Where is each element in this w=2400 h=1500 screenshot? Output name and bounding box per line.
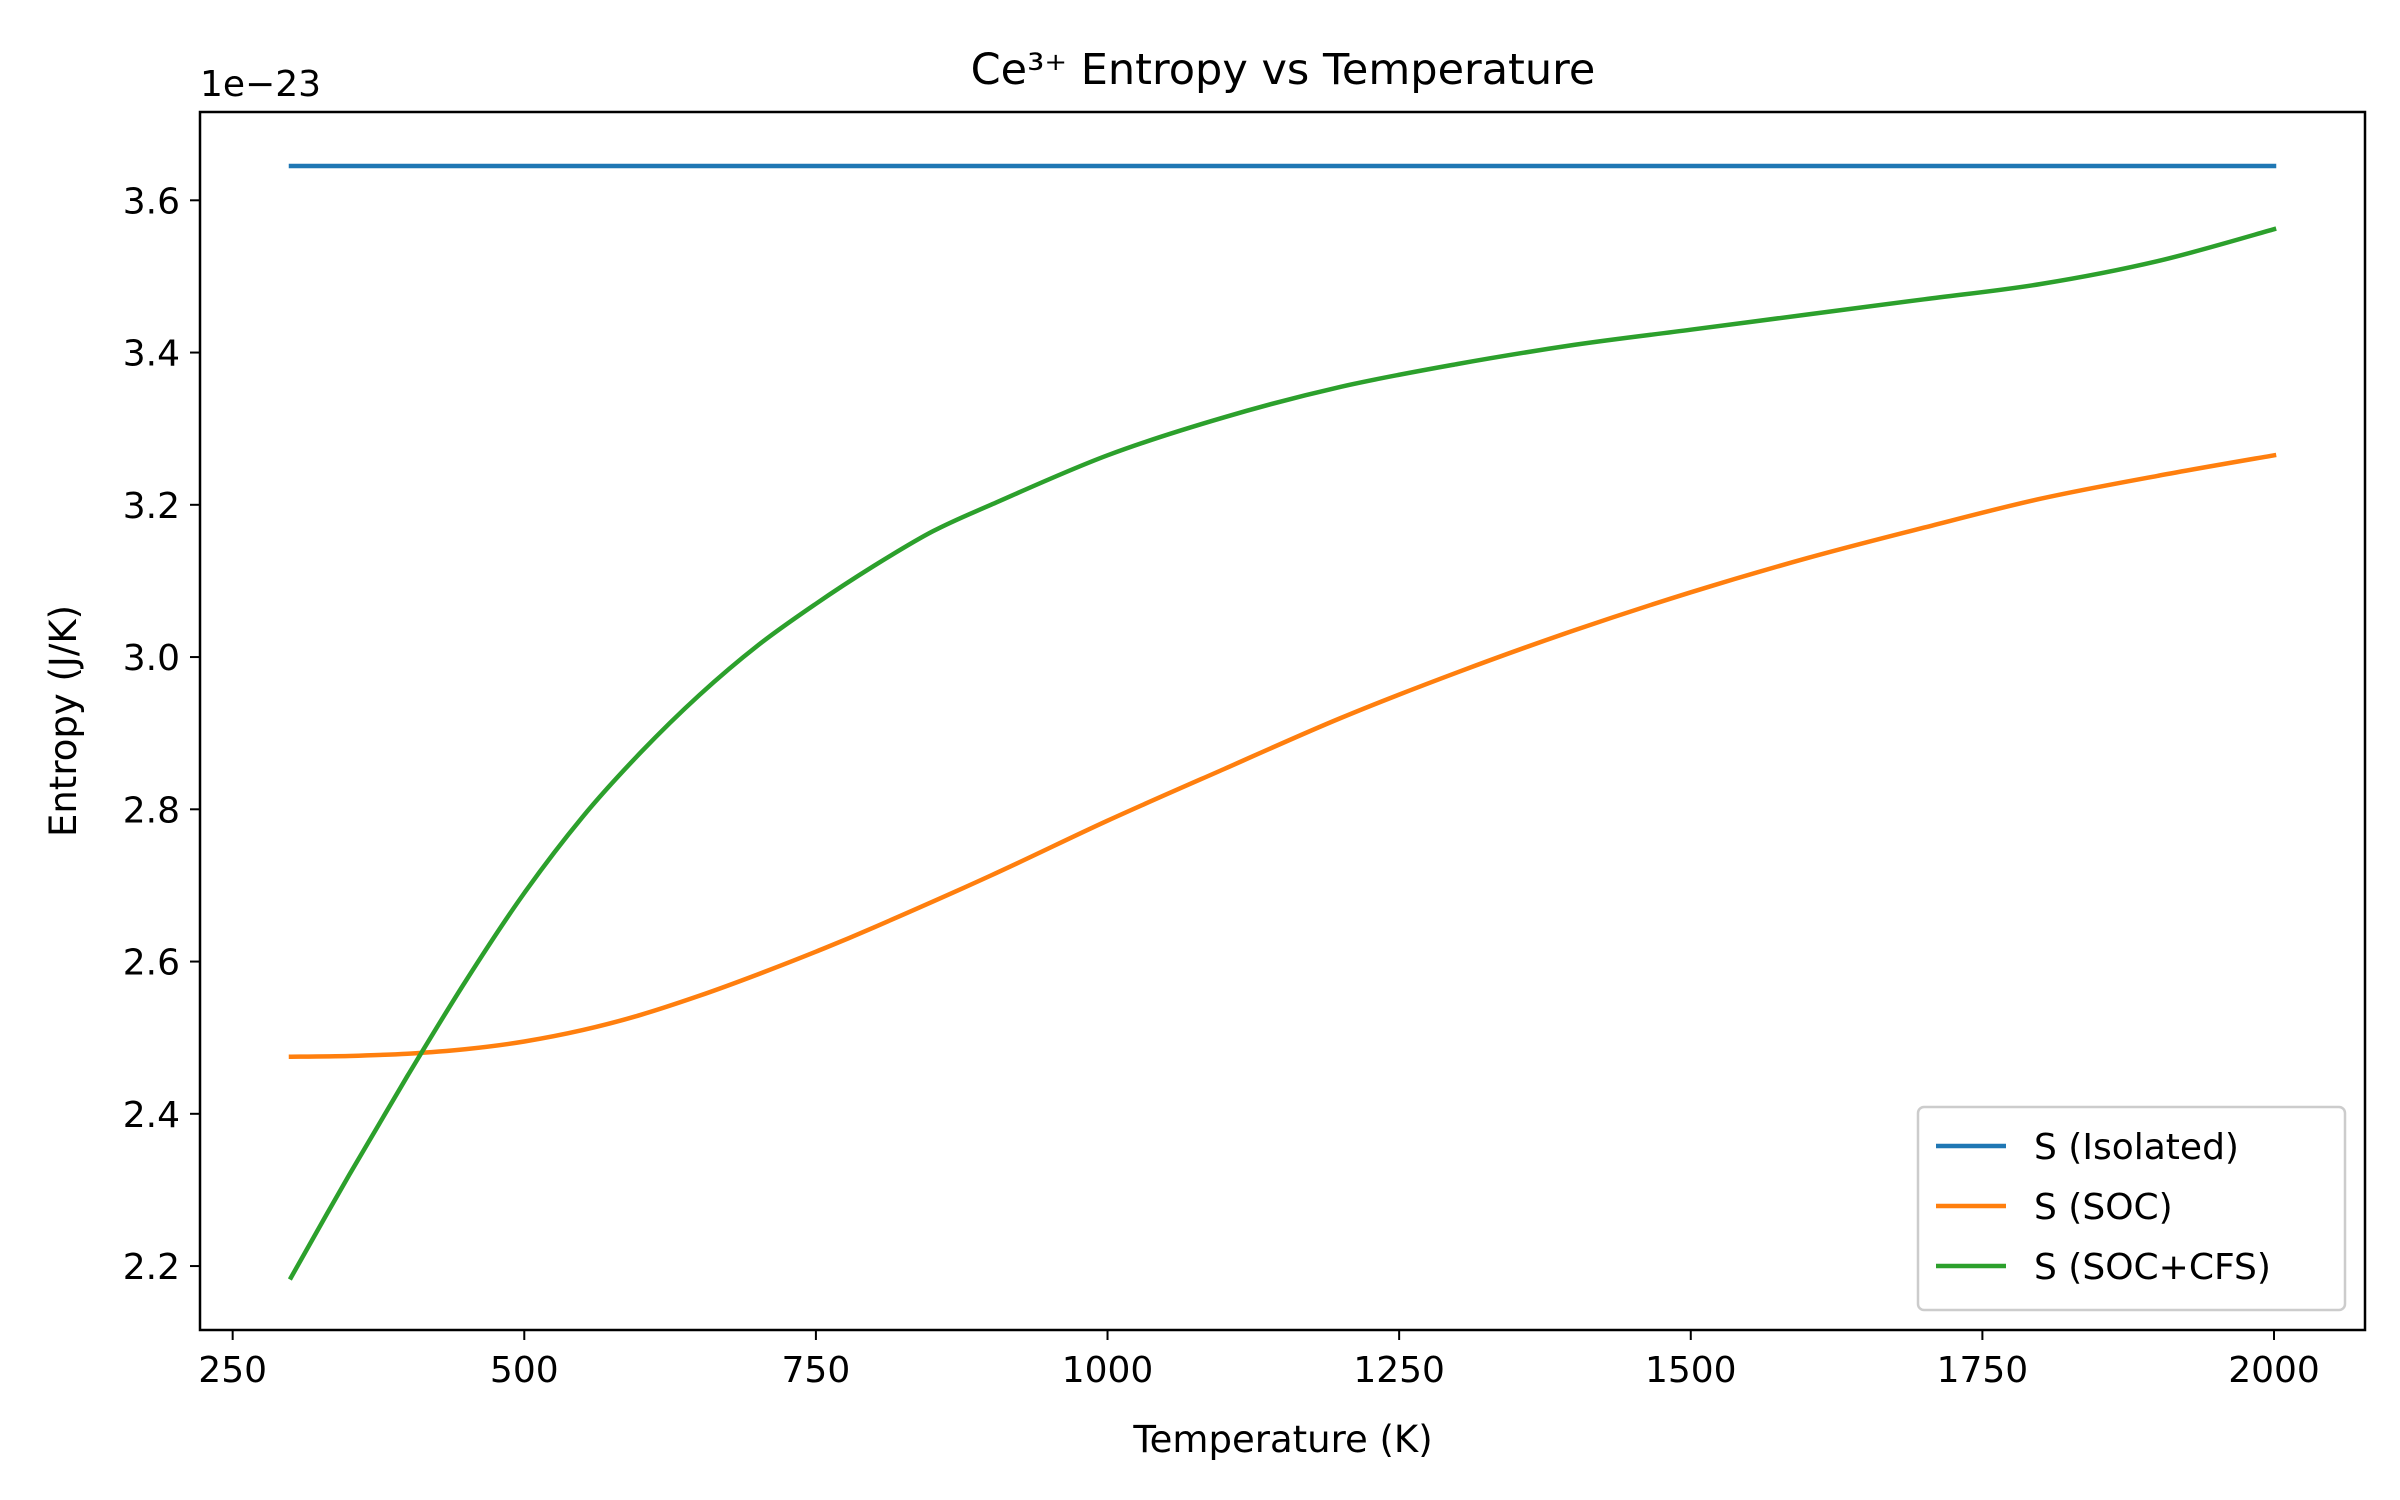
- legend-label: S (Isolated): [2034, 1127, 2239, 1168]
- plot-frame: [198, 110, 2367, 1332]
- y-axis: 2.2 2.4 2.6 2.8 3.0 3.2 3.4 3.6: [123, 181, 200, 1288]
- legend-label: S (SOC): [2034, 1187, 2173, 1228]
- x-tick-label: 500: [490, 1350, 559, 1391]
- series-line-2: [288, 452, 2277, 1059]
- y-tick-label: 2.6: [123, 943, 180, 984]
- x-axis: 250 500 750 1000 1250 1500 1750 2000: [198, 1330, 2320, 1391]
- series-line-3: [287, 226, 2277, 1281]
- y-axis-label: Entropy (J/K): [42, 605, 85, 837]
- x-tick-label: 1500: [1645, 1350, 1737, 1391]
- x-tick-label: 1750: [1937, 1350, 2029, 1391]
- y-tick-label: 3.2: [123, 486, 180, 527]
- x-axis-label: Temperature (K): [1132, 1418, 1432, 1461]
- y-tick-label: 3.0: [123, 638, 180, 679]
- y-tick-label: 2.4: [123, 1095, 180, 1136]
- chart-title: Ce³⁺ Entropy vs Temperature: [971, 45, 1596, 95]
- legend: S (Isolated) S (SOC) S (SOC+CFS): [1916, 1105, 2347, 1312]
- x-tick-label: 1250: [1353, 1350, 1445, 1391]
- y-tick-label: 2.2: [123, 1247, 180, 1288]
- x-tick-label: 750: [782, 1350, 851, 1391]
- x-tick-label: 1000: [1062, 1350, 1154, 1391]
- x-tick-label: 2000: [2228, 1350, 2320, 1391]
- series-layer: [287, 163, 2277, 1281]
- y-tick-label: 3.4: [123, 334, 180, 375]
- y-offset-label: 1e−23: [200, 64, 321, 105]
- legend-label: S (SOC+CFS): [2034, 1247, 2271, 1288]
- x-tick-label: 250: [198, 1350, 267, 1391]
- plot-area: [198, 110, 2367, 1332]
- y-tick-label: 2.8: [123, 790, 180, 831]
- y-tick-label: 3.6: [123, 181, 180, 222]
- legend-box: [1916, 1105, 2347, 1312]
